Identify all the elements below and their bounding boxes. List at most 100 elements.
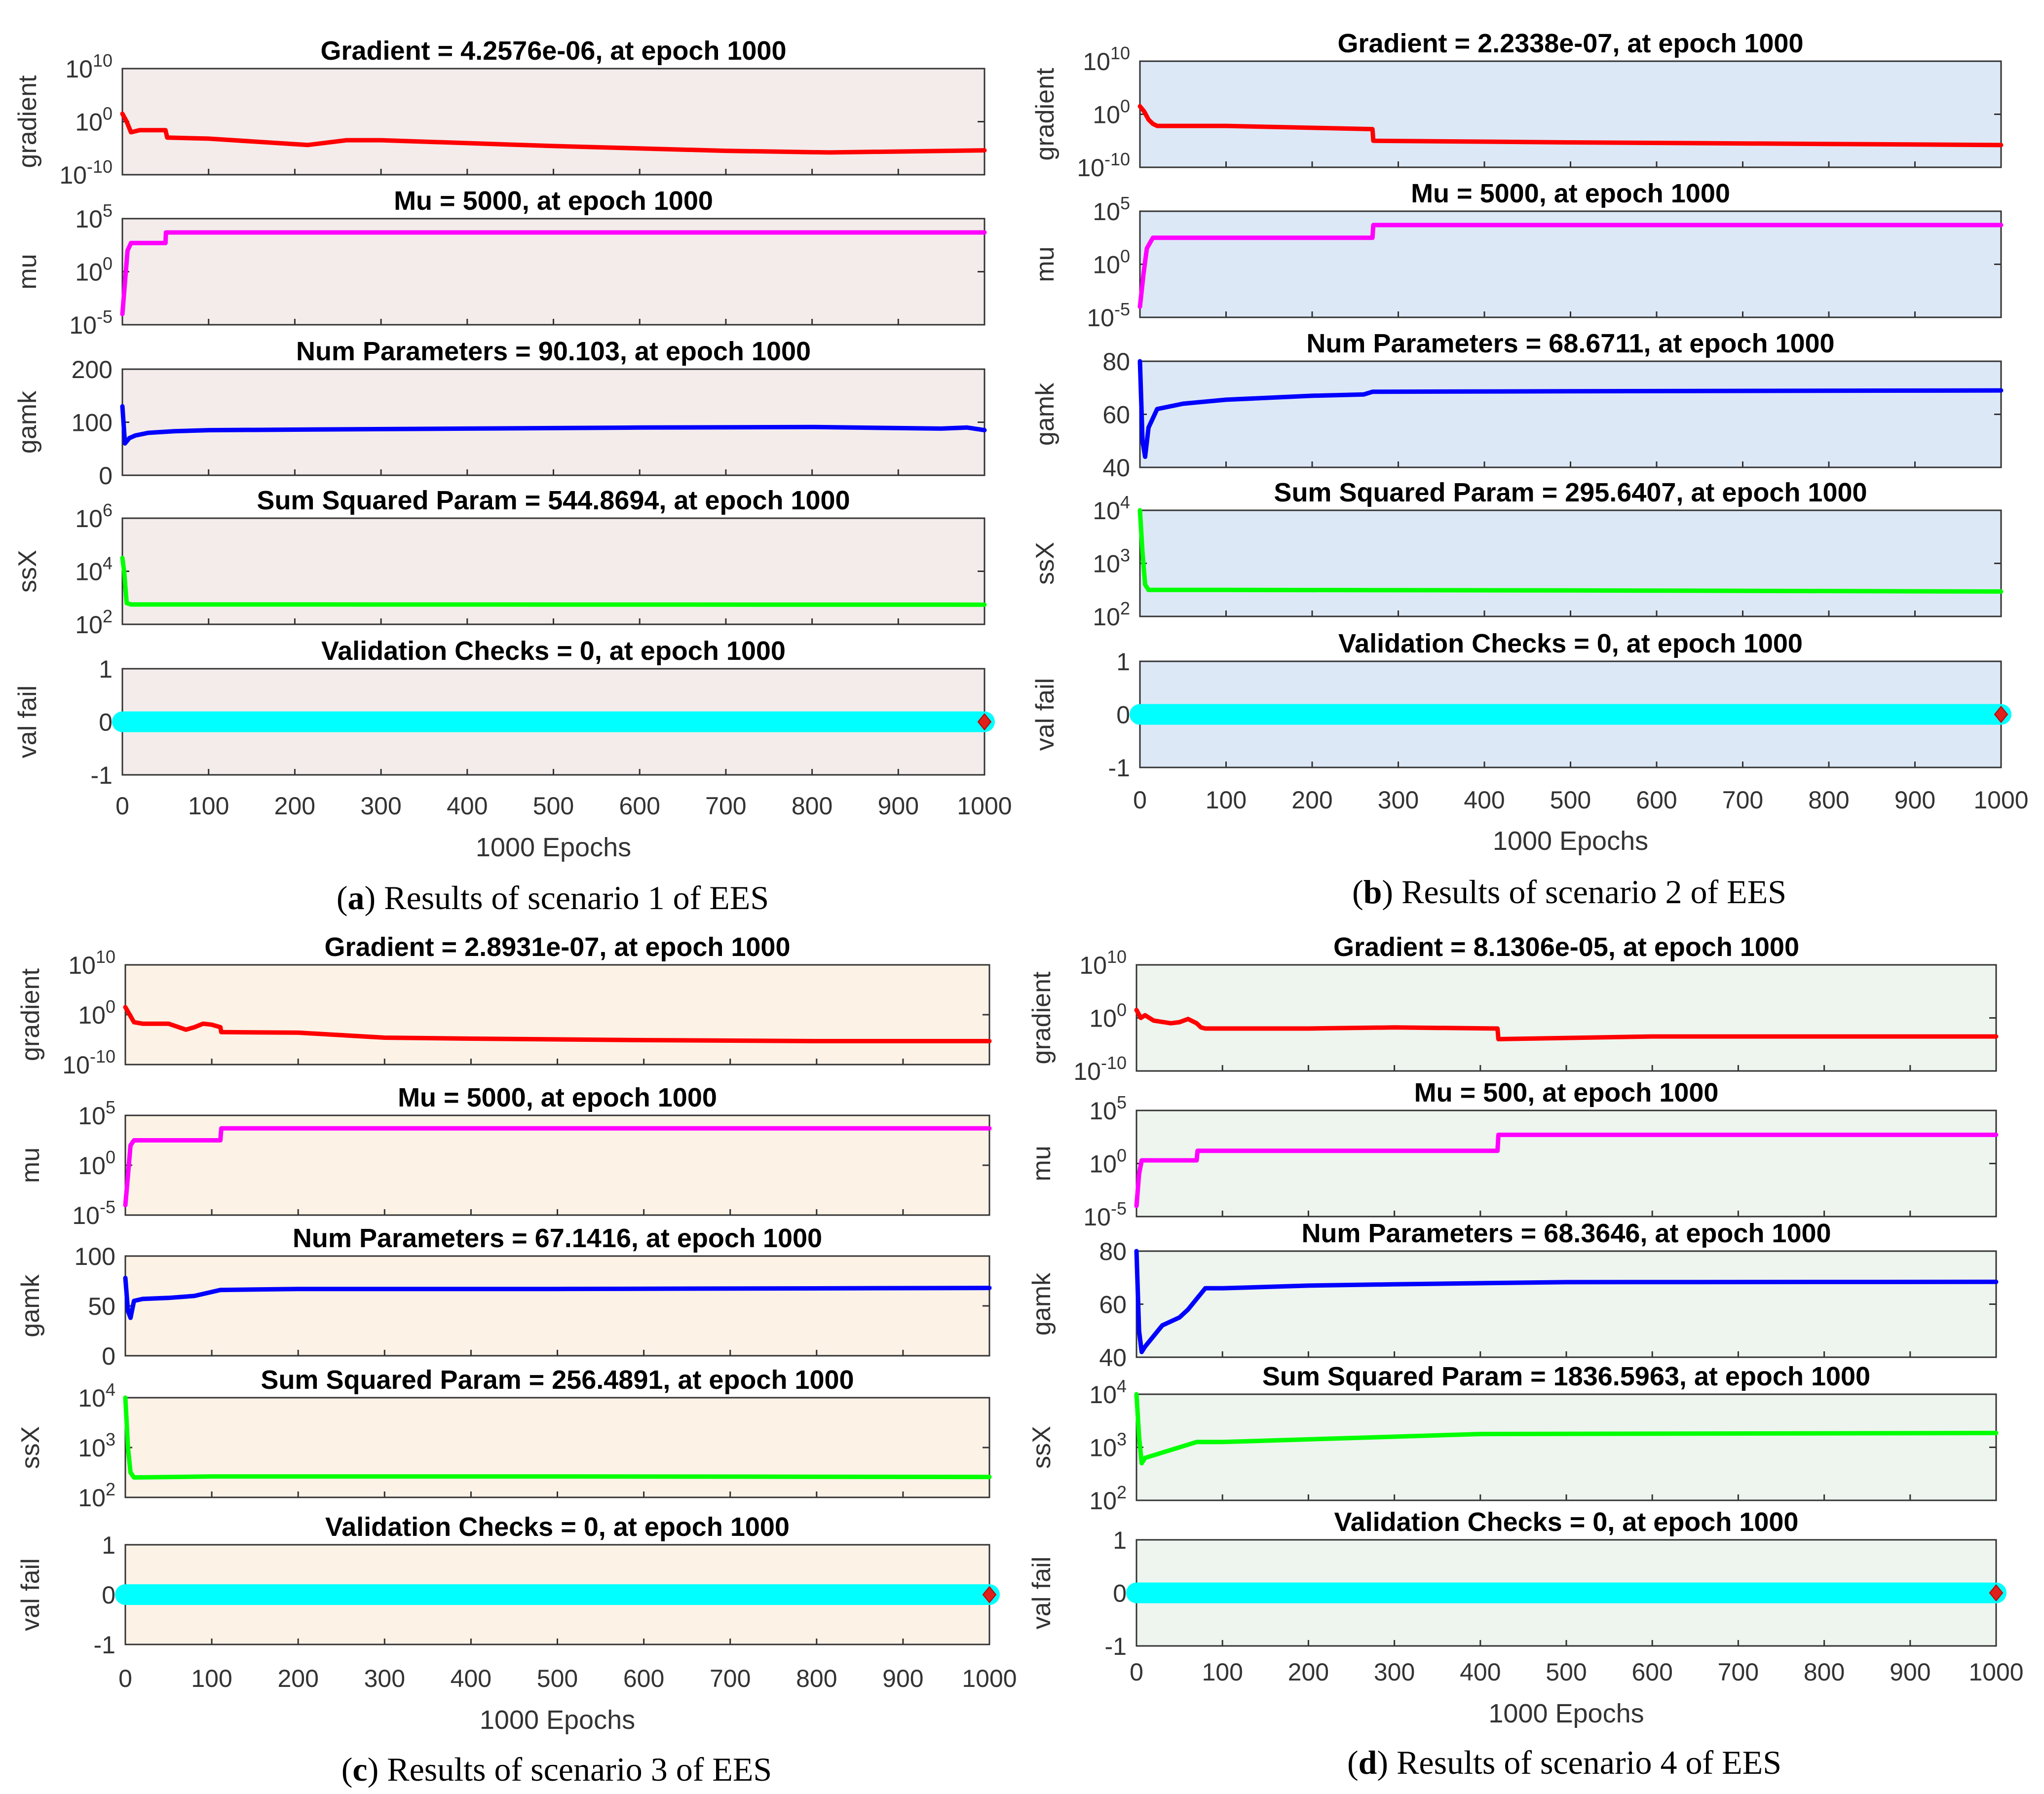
y-axis-label: mu bbox=[1027, 1145, 1056, 1181]
y-tick-label: 40 bbox=[1099, 1344, 1127, 1372]
series-line bbox=[120, 556, 987, 607]
y-tick-label: 103 bbox=[1089, 1429, 1127, 1462]
x-tick-label: 800 bbox=[792, 792, 833, 820]
y-tick-label: 100 bbox=[1089, 1000, 1127, 1032]
x-tick-label: 800 bbox=[796, 1665, 837, 1692]
plot-area bbox=[124, 1397, 990, 1498]
y-tick-label: 0 bbox=[102, 1342, 115, 1370]
panel-ssX: Sum Squared Param = 295.6407, at epoch 1… bbox=[1031, 478, 2004, 631]
y-tick-label: 0 bbox=[102, 1581, 115, 1609]
panel-title: Mu = 500, at epoch 1000 bbox=[1414, 1078, 1719, 1107]
panel-title: Num Parameters = 68.6711, at epoch 1000 bbox=[1306, 329, 1834, 358]
plot-area bbox=[1136, 1393, 1997, 1501]
final-epoch-marker bbox=[1989, 1584, 2004, 1602]
x-tick-label: 400 bbox=[1464, 786, 1505, 814]
series-line bbox=[1137, 508, 2004, 594]
panel-title: Num Parameters = 90.103, at epoch 1000 bbox=[296, 337, 811, 366]
y-tick-label: 100 bbox=[78, 1147, 115, 1180]
y-tick-label: 200 bbox=[72, 356, 113, 383]
y-tick-label: 102 bbox=[1093, 598, 1130, 631]
y-axis-label: mu bbox=[16, 1147, 45, 1183]
plot-area bbox=[1136, 964, 1997, 1072]
y-tick-label: 60 bbox=[1102, 401, 1130, 429]
y-tick-label: 60 bbox=[1099, 1291, 1127, 1319]
panel-title: Sum Squared Param = 544.8694, at epoch 1… bbox=[257, 486, 850, 515]
series-line bbox=[1137, 104, 2004, 148]
y-tick-label: 102 bbox=[1089, 1482, 1127, 1515]
y-tick-label: 80 bbox=[1099, 1238, 1127, 1265]
panel-gamk: Num Parameters = 68.6711, at epoch 1000 g… bbox=[1031, 329, 2004, 482]
plot-area bbox=[1139, 360, 2002, 468]
y-axis-label: ssX bbox=[16, 1426, 45, 1469]
x-tick-label: 300 bbox=[1378, 786, 1419, 814]
y-tick-label: 0 bbox=[1113, 1580, 1127, 1607]
x-tick-label: 600 bbox=[1636, 786, 1677, 814]
y-axis-label: gradient bbox=[13, 75, 42, 168]
series-line bbox=[1134, 1132, 1999, 1208]
plot-area bbox=[121, 68, 985, 176]
panel-gamk: Num Parameters = 68.3646, at epoch 1000 g… bbox=[1027, 1219, 1999, 1372]
y-axis-label: gamk bbox=[16, 1274, 45, 1337]
x-tick-label: 500 bbox=[537, 1665, 578, 1692]
scenario-b: Gradient = 2.2338e-07, at epoch 1000 grad… bbox=[1031, 29, 2029, 911]
y-tick-label: 104 bbox=[1089, 1376, 1127, 1409]
y-tick-label: 10-10 bbox=[1077, 149, 1130, 182]
x-tick-label: 800 bbox=[1804, 1658, 1845, 1686]
series-line bbox=[1137, 223, 2004, 309]
panel-title: Gradient = 2.2338e-07, at epoch 1000 bbox=[1338, 29, 1804, 58]
scenario-c: Gradient = 2.8931e-07, at epoch 1000 grad… bbox=[16, 932, 1017, 1788]
panel-valfail: Validation Checks = 0, at epoch 1000 val … bbox=[1027, 1507, 2006, 1660]
y-tick-label: 105 bbox=[75, 200, 113, 233]
x-tick-label: 500 bbox=[533, 792, 574, 820]
y-axis-label: val fail bbox=[1031, 678, 1060, 751]
series-line bbox=[120, 111, 987, 155]
y-tick-label: -1 bbox=[91, 762, 113, 789]
y-tick-label: 100 bbox=[1093, 246, 1130, 279]
y-tick-label: 104 bbox=[1093, 492, 1130, 525]
y-axis-label: gradient bbox=[1027, 971, 1056, 1064]
panel-valfail: Validation Checks = 0, at epoch 1000 val … bbox=[1031, 629, 2011, 782]
y-tick-label: 104 bbox=[78, 1379, 115, 1412]
scenario-d: Gradient = 8.1306e-05, at epoch 1000 grad… bbox=[1027, 932, 2024, 1781]
y-axis-label: ssX bbox=[13, 550, 42, 593]
panel-mu: Mu = 5000, at epoch 1000 mu 105 100 10-5 bbox=[16, 1083, 992, 1229]
plot-area bbox=[124, 964, 990, 1066]
panel-title: Sum Squared Param = 1836.5963, at epoch … bbox=[1262, 1362, 1870, 1391]
y-tick-label: 106 bbox=[75, 500, 113, 533]
figure-caption: (d) Results of scenario 4 of EES bbox=[1347, 1744, 1781, 1781]
panel-title: Mu = 5000, at epoch 1000 bbox=[398, 1083, 717, 1112]
series-line bbox=[123, 1005, 992, 1043]
panel-title: Mu = 5000, at epoch 1000 bbox=[1411, 179, 1730, 208]
y-axis-label: gamk bbox=[1031, 382, 1060, 446]
plot-area bbox=[121, 368, 985, 476]
series-line bbox=[123, 1126, 992, 1208]
y-tick-label: 103 bbox=[1093, 545, 1130, 578]
y-axis-label: gamk bbox=[13, 390, 42, 454]
plot-area bbox=[124, 1255, 990, 1357]
y-tick-label: 40 bbox=[1102, 454, 1130, 482]
y-tick-label: 10-5 bbox=[1087, 299, 1130, 332]
panel-title: Gradient = 4.2576e-06, at epoch 1000 bbox=[321, 36, 787, 66]
y-tick-label: 10-5 bbox=[72, 1197, 115, 1229]
y-tick-label: 104 bbox=[75, 553, 113, 586]
figure-caption: (c) Results of scenario 3 of EES bbox=[341, 1751, 772, 1788]
y-axis-label: val fail bbox=[1027, 1557, 1056, 1629]
figure-caption: (a) Results of scenario 1 of EES bbox=[337, 879, 769, 916]
panel-mu: Mu = 5000, at epoch 1000 mu 105 100 10-5 bbox=[13, 186, 987, 339]
panel-title: Num Parameters = 68.3646, at epoch 1000 bbox=[1301, 1219, 1831, 1248]
y-tick-label: -1 bbox=[1108, 754, 1130, 782]
series-line bbox=[1134, 1249, 1999, 1354]
y-tick-label: 0 bbox=[99, 709, 113, 736]
panel-title: Validation Checks = 0, at epoch 1000 bbox=[1338, 629, 1803, 658]
x-tick-label: 0 bbox=[118, 1665, 132, 1692]
x-tick-label: 100 bbox=[1202, 1658, 1243, 1686]
x-tick-label: 300 bbox=[360, 792, 401, 820]
x-tick-label: 1000 bbox=[1973, 786, 2028, 814]
panel-valfail: Validation Checks = 0, at epoch 1000 val … bbox=[16, 1512, 1000, 1659]
y-tick-label: 0 bbox=[1116, 701, 1130, 729]
x-tick-label: 400 bbox=[1460, 1658, 1501, 1686]
panel-title: Validation Checks = 0, at epoch 1000 bbox=[1334, 1507, 1799, 1537]
series-line bbox=[123, 1275, 992, 1320]
panel-ssX: Sum Squared Param = 256.4891, at epoch 1… bbox=[16, 1365, 992, 1512]
